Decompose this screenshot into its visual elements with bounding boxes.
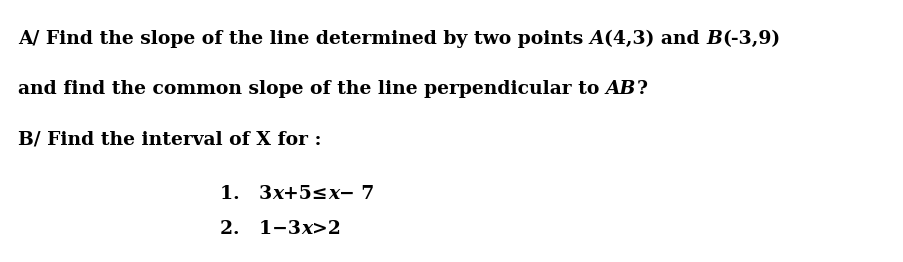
- Text: >2: >2: [312, 220, 340, 238]
- Text: 1.   3: 1. 3: [219, 185, 272, 203]
- Text: A: A: [589, 30, 603, 48]
- Text: and find the common slope of the line perpendicular to: and find the common slope of the line pe…: [18, 80, 605, 98]
- Text: B: B: [705, 30, 721, 48]
- Text: x: x: [301, 220, 312, 238]
- Text: B/ Find the interval of X for :: B/ Find the interval of X for :: [18, 130, 321, 148]
- Text: x: x: [328, 185, 339, 203]
- Text: − 7: − 7: [339, 185, 374, 203]
- Text: +5≤: +5≤: [283, 185, 328, 203]
- Text: AB: AB: [605, 80, 636, 98]
- Text: ?: ?: [636, 80, 647, 98]
- Text: A/ Find the slope of the line determined by two points: A/ Find the slope of the line determined…: [18, 30, 589, 48]
- Text: (-3,9): (-3,9): [721, 30, 779, 48]
- Text: (4,3) and: (4,3) and: [603, 30, 705, 48]
- Text: 2.   1−3: 2. 1−3: [219, 220, 301, 238]
- Text: x: x: [272, 185, 283, 203]
